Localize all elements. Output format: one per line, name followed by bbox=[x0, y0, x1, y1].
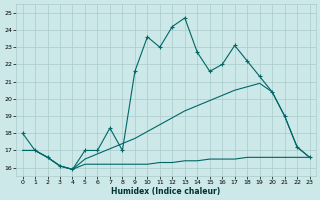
X-axis label: Humidex (Indice chaleur): Humidex (Indice chaleur) bbox=[111, 187, 221, 196]
